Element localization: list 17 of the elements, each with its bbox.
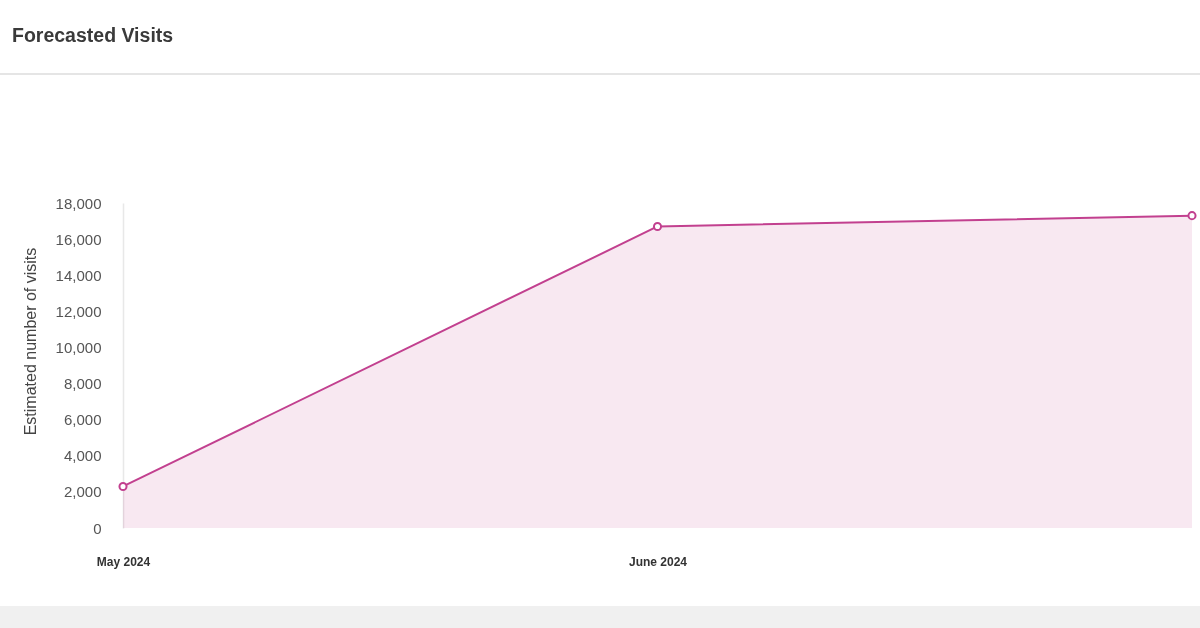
y-tick-label: 8,000 bbox=[63, 375, 102, 393]
y-tick-label: 16,000 bbox=[55, 230, 102, 248]
y-axis-title: Estimated number of visits bbox=[21, 247, 39, 436]
point bbox=[652, 221, 663, 231]
y-tick-label: 0 bbox=[93, 519, 102, 537]
y-tick-label: 10,000 bbox=[55, 338, 102, 356]
y-tick-label: 2,000 bbox=[63, 483, 102, 501]
x-tick-label: May 2024 bbox=[96, 554, 151, 569]
y-tick-label: 12,000 bbox=[55, 302, 102, 320]
chart-title: Forecasted Visits bbox=[12, 24, 174, 47]
y-tick-label: 18,000 bbox=[55, 194, 102, 212]
point bbox=[118, 481, 128, 491]
y-tick-label: 4,000 bbox=[63, 447, 102, 465]
point bbox=[1187, 211, 1197, 221]
y-tick-label: 6,000 bbox=[63, 411, 102, 429]
x-tick-label: June 2024 bbox=[628, 554, 688, 569]
y-tick-label: 14,000 bbox=[55, 266, 102, 284]
